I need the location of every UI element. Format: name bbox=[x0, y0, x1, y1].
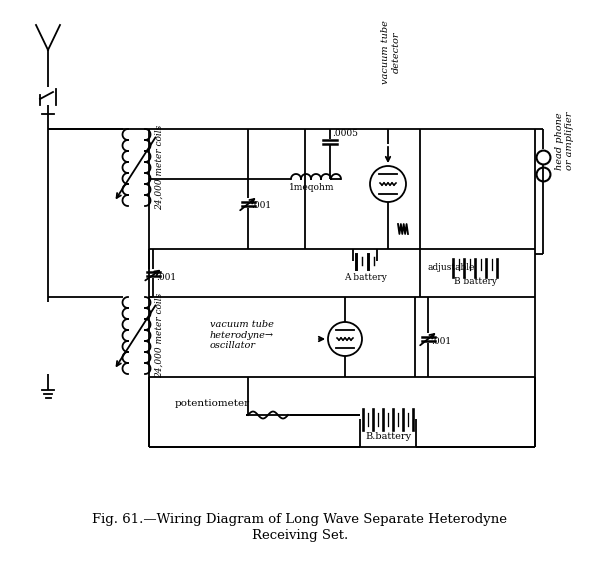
Text: .001: .001 bbox=[431, 336, 451, 345]
Text: 1meqohm: 1meqohm bbox=[289, 183, 335, 191]
Text: vacuum tube
heterodyne→
oscillator: vacuum tube heterodyne→ oscillator bbox=[210, 320, 274, 350]
Text: potentiometer: potentiometer bbox=[175, 399, 250, 408]
Text: Fig. 61.—Wiring Diagram of Long Wave Separate Heterodyne: Fig. 61.—Wiring Diagram of Long Wave Sep… bbox=[92, 513, 508, 526]
Text: Receiving Set.: Receiving Set. bbox=[252, 529, 348, 541]
Text: B battery: B battery bbox=[454, 277, 497, 286]
Text: A battery: A battery bbox=[344, 273, 386, 282]
Text: .001: .001 bbox=[251, 202, 271, 211]
Text: head phone
or amplifier: head phone or amplifier bbox=[555, 112, 574, 170]
Text: vacuum tube
detector: vacuum tube detector bbox=[382, 20, 401, 84]
Text: .0005: .0005 bbox=[332, 130, 358, 139]
Text: 24,000 meter coils: 24,000 meter coils bbox=[155, 125, 163, 210]
Text: B.battery: B.battery bbox=[365, 432, 411, 441]
Text: 24,000 meter coils: 24,000 meter coils bbox=[155, 293, 163, 378]
Text: adjustable: adjustable bbox=[428, 263, 475, 272]
Text: .001: .001 bbox=[156, 272, 176, 282]
